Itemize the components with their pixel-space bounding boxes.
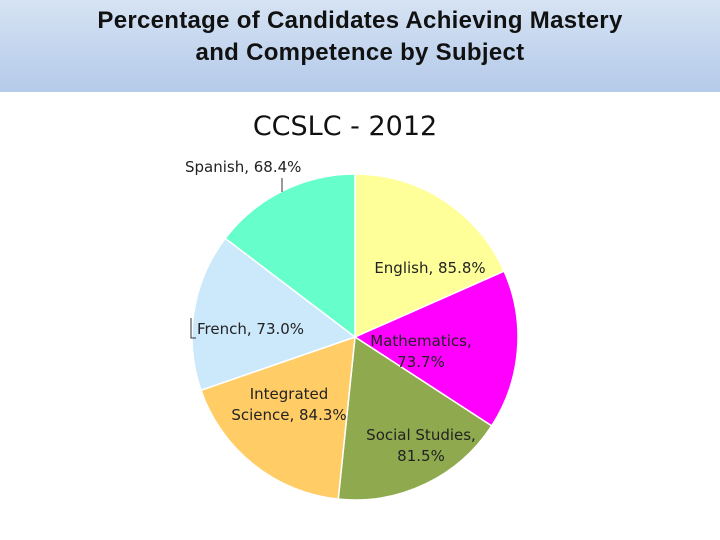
pie-slice-spanish [224, 173, 356, 339]
slide-title-line-2: and Competence by Subject [195, 39, 525, 66]
slice-label-mathematics: Mathematics, 73.7% [370, 332, 471, 371]
slice-label-integrated-science: Integrated Science, 84.3% [231, 385, 346, 424]
leader-line-french [190, 318, 196, 339]
slice-label-french: French, 73.0% [197, 320, 304, 338]
slice-label-english: English, 85.8% [374, 259, 485, 277]
slide-title-bar: Percentage of Candidates Achieving Maste… [0, 0, 720, 92]
pie-slice-social-studies [337, 335, 493, 501]
chart-title: CCSLC - 2012 [253, 111, 437, 142]
pie-labels: English, 85.8% Mathematics, 73.7% Social St… [185, 158, 486, 465]
pie-slice-french [191, 237, 357, 392]
pie-slice-mathematics [353, 270, 519, 427]
slice-label-spanish: Spanish, 68.4% [185, 158, 301, 176]
pie-slice-english [354, 173, 506, 339]
slice-label-social-studies: Social Studies, 81.5% [366, 426, 476, 465]
pie-slices [191, 173, 519, 501]
slide-title-line-1: Percentage of Candidates Achieving Maste… [97, 7, 623, 34]
